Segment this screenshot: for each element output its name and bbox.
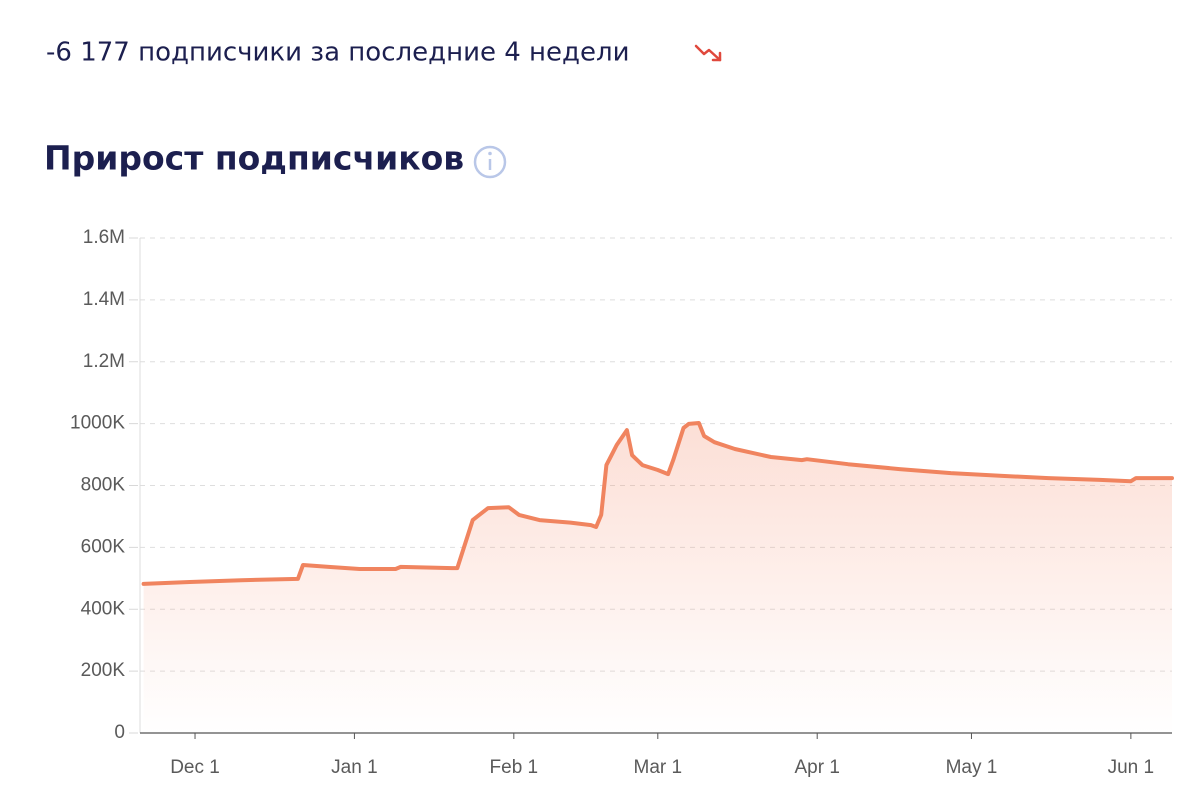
y-tick-label: 1000K (70, 413, 125, 434)
y-tick-label: 600K (81, 536, 126, 557)
x-tick-label: Dec 1 (170, 757, 220, 778)
x-tick-label: Mar 1 (634, 757, 683, 778)
x-tick-label: Feb 1 (490, 757, 539, 778)
x-tick-label: May 1 (946, 757, 998, 778)
x-tick-label: Jan 1 (331, 757, 377, 778)
y-tick-label: 800K (81, 475, 126, 496)
y-tick-label: 1.6M (83, 227, 125, 248)
line (141, 421, 1174, 586)
plot: 0 200K 400K 600K 800K 1000K 1.2M 1.4M 1.6M Dec 1 J… (70, 227, 1174, 778)
x-tick-label: Apr 1 (794, 757, 839, 778)
chart-title: Прирост подписчиков (44, 139, 464, 178)
y-tick-label: 1.2M (83, 351, 125, 372)
y-tick-label: 200K (81, 660, 126, 681)
x-tick-label: Jun 1 (1108, 757, 1154, 778)
y-tick-label: 400K (81, 598, 126, 619)
trend-down-icon (694, 44, 722, 62)
area-fill (143, 423, 1173, 733)
summary-text: -6 177 подписчики за последние 4 недели (46, 38, 630, 68)
y-tick-label: 1.4M (83, 289, 125, 310)
y-tick-label: 0 (114, 722, 125, 743)
info-icon[interactable] (473, 145, 507, 179)
